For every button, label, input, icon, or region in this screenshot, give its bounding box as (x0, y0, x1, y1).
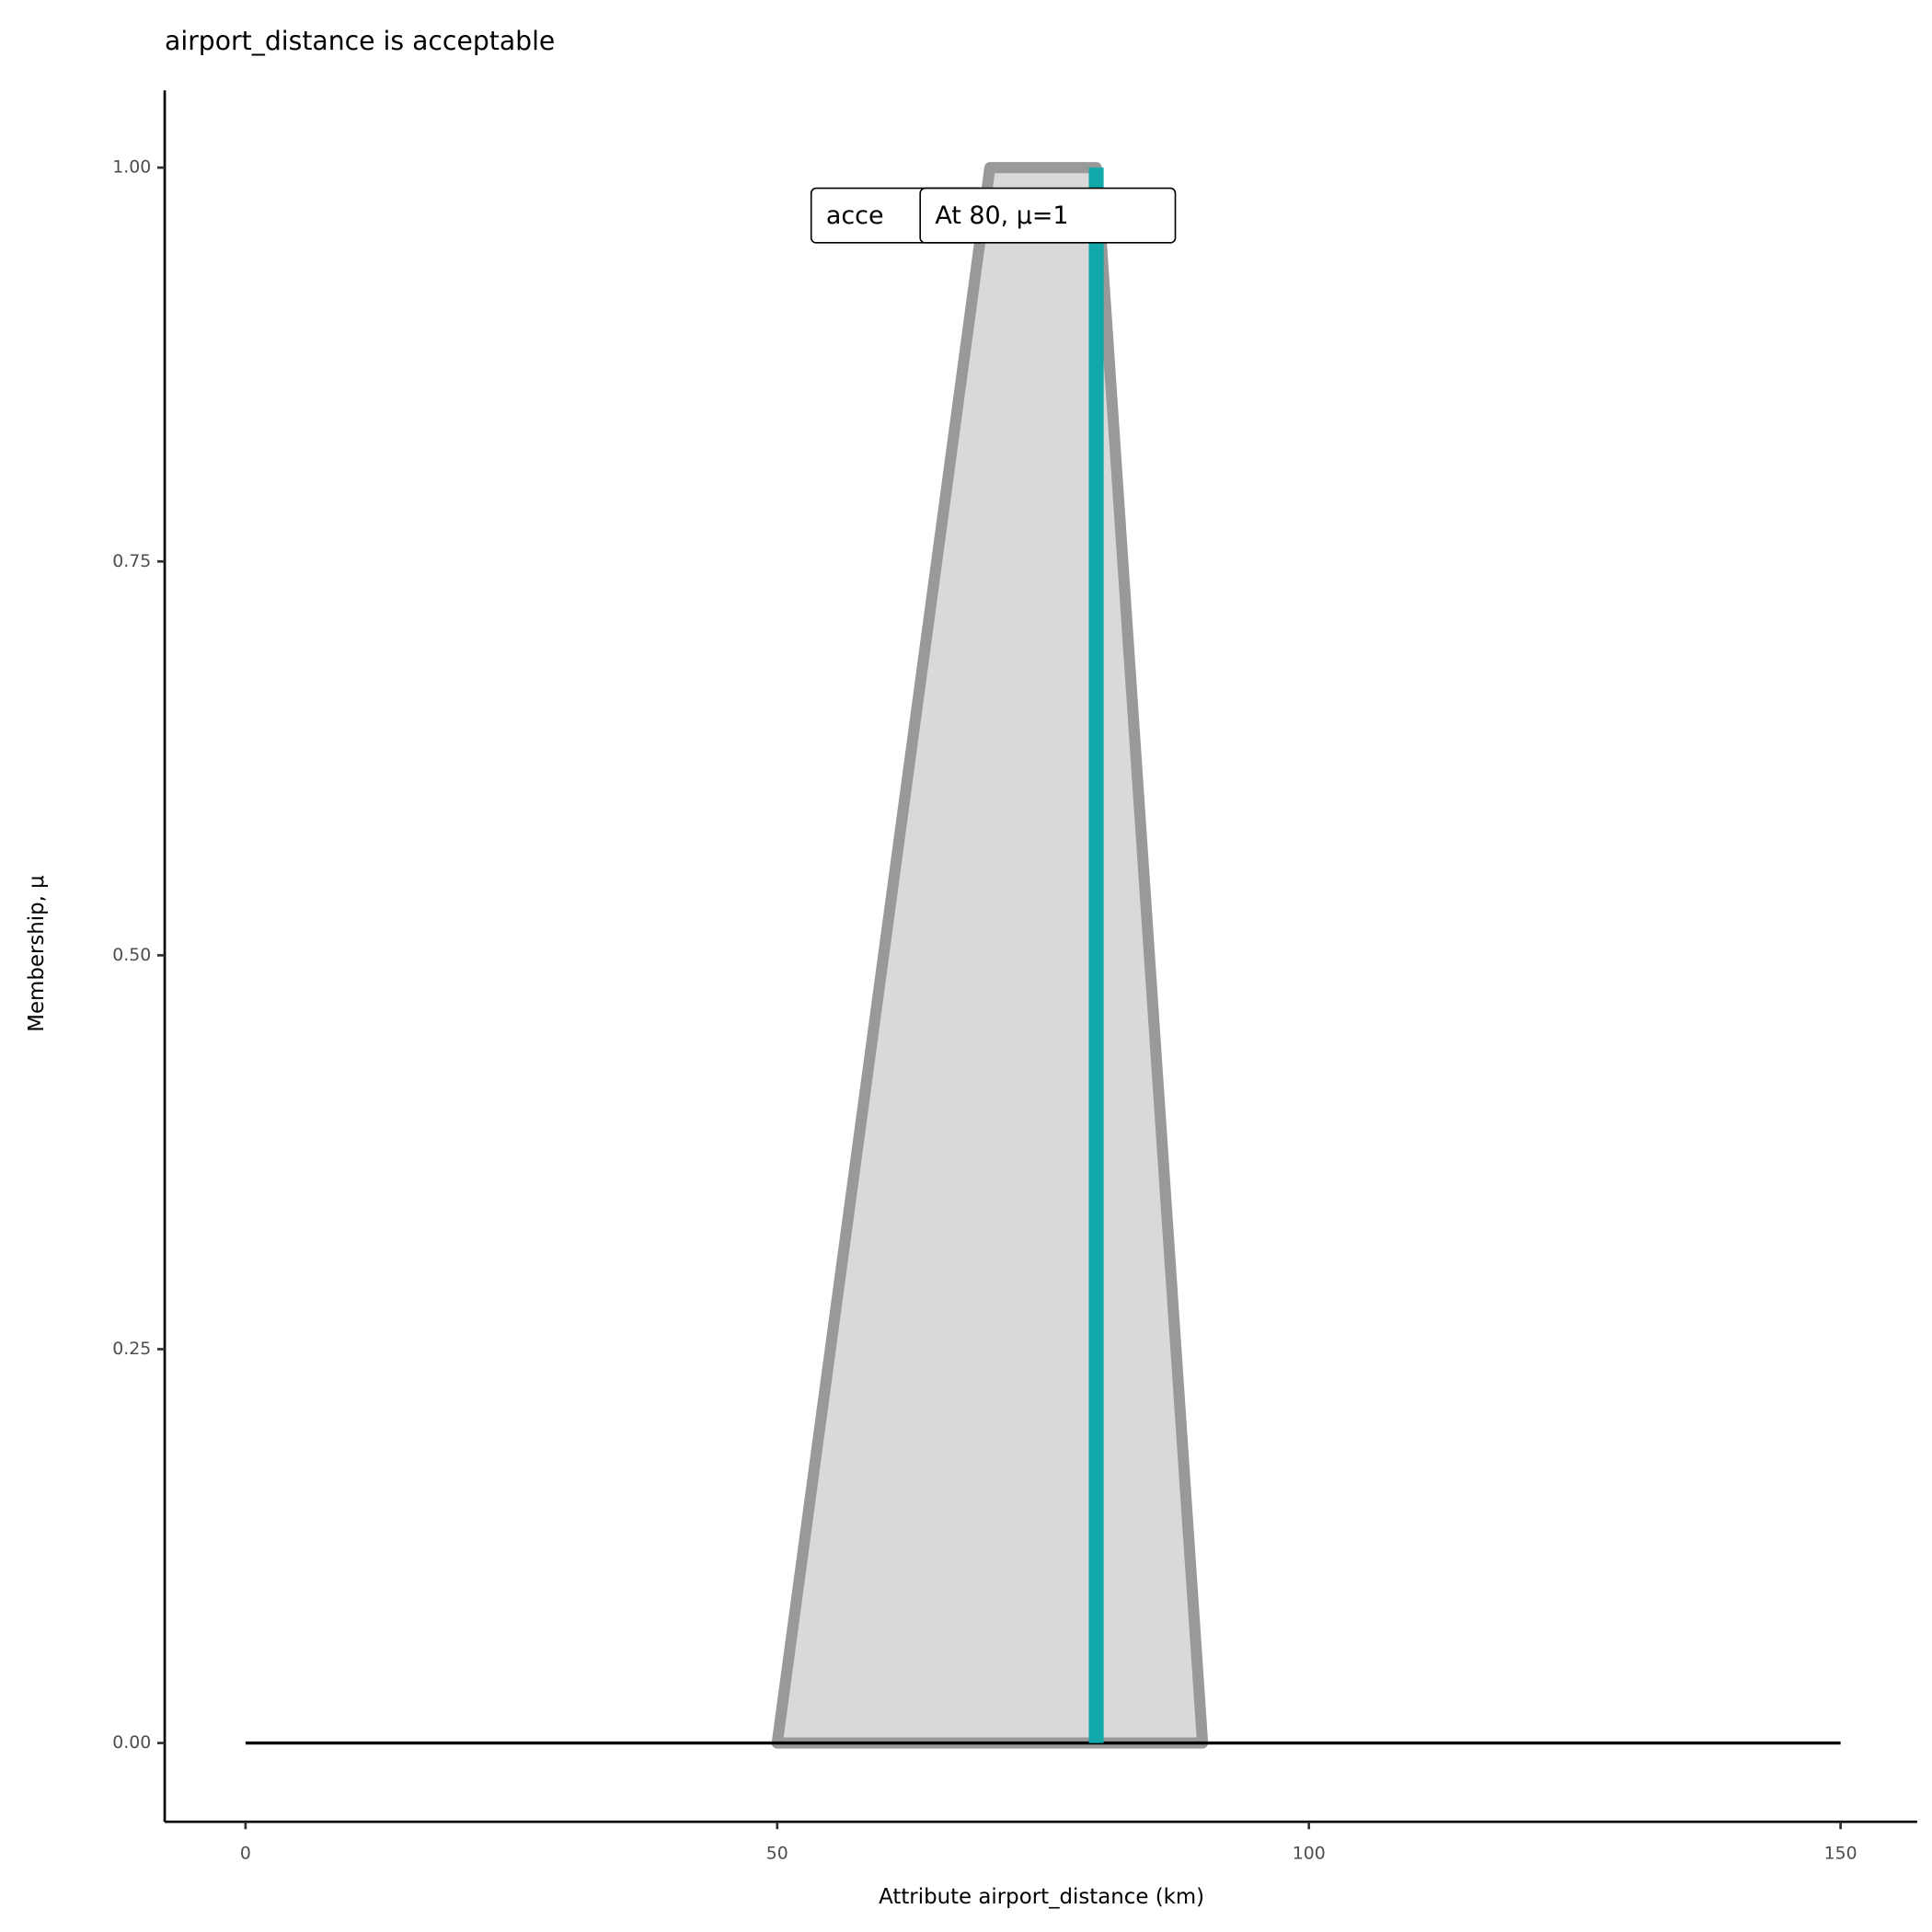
x-tick-label: 100 (1293, 1845, 1326, 1864)
x-tick-label: 150 (1824, 1845, 1857, 1864)
y-tick-label: 1.00 (112, 158, 151, 178)
y-tick-label: 0.50 (112, 946, 151, 965)
y-tick-label: 0.75 (112, 552, 151, 571)
x-tick-label: 50 (766, 1845, 788, 1864)
x-tick-label: 0 (240, 1845, 251, 1864)
y-axis-title: Membership, μ (25, 875, 49, 1031)
annotation-label: acce (826, 201, 884, 230)
y-tick-label: 0.25 (112, 1340, 151, 1359)
x-axis-title: Attribute airport_distance (km) (879, 1885, 1204, 1909)
annotation-box (919, 187, 1177, 244)
annotation-label: At 80, μ=1 (935, 201, 1068, 230)
y-tick-label: 0.00 (112, 1733, 151, 1753)
chart-title: airport_distance is acceptable (165, 26, 555, 56)
